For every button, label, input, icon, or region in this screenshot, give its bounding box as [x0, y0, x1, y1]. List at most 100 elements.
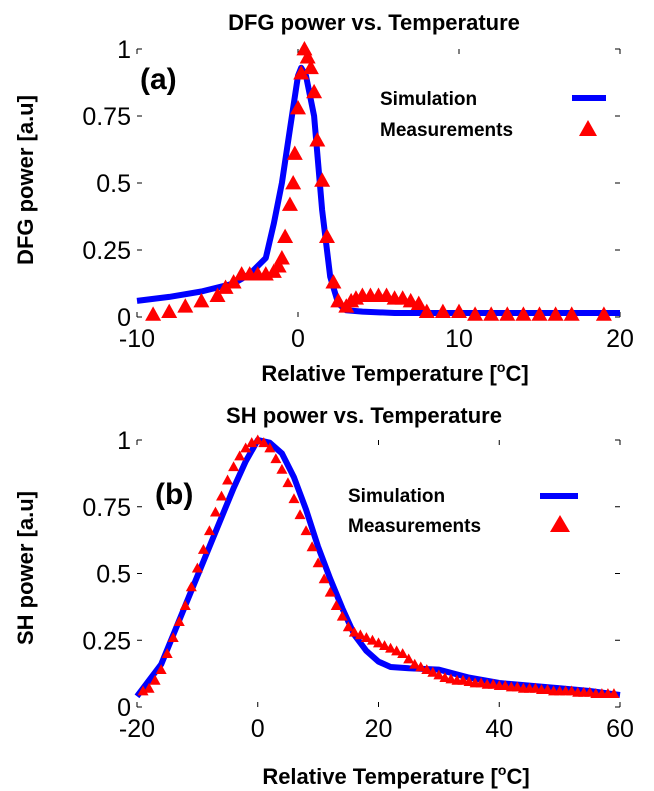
x-tick-label: -10 — [119, 325, 155, 353]
data-point-measurement — [179, 600, 191, 610]
data-point-measurement — [418, 303, 435, 319]
chart-title: DFG power vs. Temperature — [228, 10, 520, 35]
data-point-measurement — [385, 642, 397, 653]
y-tick-label: 1 — [117, 36, 131, 64]
x-tick-label: 0 — [291, 325, 305, 353]
x-axis-label: Relative Temperature [oC] — [262, 762, 529, 789]
data-point-measurement — [145, 306, 162, 321]
data-point-measurement — [246, 437, 258, 448]
data-point-measurement — [342, 621, 354, 632]
data-point-measurement — [531, 306, 548, 321]
data-point-measurement — [258, 437, 270, 448]
data-point-measurement — [137, 685, 149, 696]
y-axis-label: SH power [a.u] — [13, 491, 38, 645]
y-tick-label: 0.75 — [82, 494, 131, 522]
data-point-measurement — [155, 664, 167, 675]
data-point-measurement — [173, 616, 185, 626]
data-point-measurement — [217, 279, 234, 294]
data-point-measurement — [167, 632, 179, 642]
data-point-measurement — [403, 653, 415, 664]
chart-title: SH power vs. Temperature — [226, 403, 502, 428]
y-tick-label: 0 — [117, 694, 131, 722]
plot-marks — [134, 434, 621, 699]
data-point-measurement — [270, 258, 287, 273]
data-point-measurement — [325, 274, 342, 289]
data-point-measurement — [515, 306, 532, 321]
data-point-measurement — [483, 306, 500, 321]
data-point-measurement — [409, 658, 421, 669]
data-point-measurement — [302, 59, 319, 75]
data-point-measurement — [330, 600, 342, 610]
plot-marks — [136, 41, 620, 321]
data-point-measurement — [299, 49, 316, 64]
panel-a: DFG power vs. Temperature DFG power [a.u… — [13, 10, 634, 386]
y-tick-label: 1 — [117, 427, 131, 455]
y-tick-label: 0.25 — [82, 627, 131, 655]
data-point-measurement — [318, 573, 330, 584]
series-line-simulation — [134, 437, 621, 699]
x-tick-label: 20 — [365, 715, 393, 743]
data-point-measurement — [281, 196, 298, 211]
x-tick-label: 40 — [485, 715, 513, 743]
data-point-measurement — [499, 306, 516, 321]
data-point-measurement — [373, 637, 384, 648]
y-tick-label: 0.5 — [96, 561, 131, 589]
data-point-measurement — [379, 640, 391, 650]
data-point-measurement — [314, 172, 331, 187]
legend: Simulation Measurements — [348, 486, 578, 537]
data-point-measurement — [366, 634, 378, 645]
x-tick-label: 60 — [606, 715, 634, 743]
data-point-measurement — [193, 292, 210, 308]
data-point-measurement — [277, 228, 294, 243]
legend-label-measurements: Measurements — [348, 516, 481, 537]
data-point-measurement — [360, 632, 372, 642]
data-point-measurement — [161, 303, 178, 319]
x-axis-label-superscript: o — [498, 762, 507, 778]
legend-marker-measurements — [579, 120, 597, 136]
data-point-measurement — [216, 490, 228, 501]
data-point-measurement — [264, 442, 276, 453]
data-point-measurement — [273, 250, 290, 265]
x-tick-label: 10 — [445, 325, 473, 353]
data-point-measurement — [330, 292, 347, 308]
legend-label-measurements: Measurements — [380, 120, 513, 141]
y-axis-label: DFG power [a.u] — [13, 95, 38, 265]
data-point-measurement — [234, 450, 246, 461]
data-point-measurement — [203, 525, 215, 536]
data-point-measurement — [276, 463, 288, 474]
data-point-measurement — [467, 306, 484, 321]
data-point-measurement — [191, 562, 203, 573]
data-point-measurement — [410, 295, 427, 310]
y-tick-label: 0.75 — [82, 103, 131, 131]
data-point-measurement — [300, 525, 312, 536]
data-point-measurement — [161, 648, 173, 658]
data-point-measurement — [318, 228, 335, 243]
data-point-measurement — [285, 175, 302, 190]
data-point-measurement — [427, 666, 439, 677]
data-point-measurement — [563, 306, 580, 321]
data-point-measurement — [290, 99, 306, 115]
data-point-measurement — [225, 274, 242, 289]
legend-label-simulation: Simulation — [380, 89, 477, 110]
data-point-measurement — [240, 442, 252, 453]
x-axis-label-unit: C] — [505, 361, 528, 386]
x-axis-label: Relative Temperature [oC] — [261, 359, 528, 386]
data-point-measurement — [293, 65, 310, 80]
x-tick-label: 0 — [251, 715, 265, 743]
legend: Simulation Measurements — [380, 89, 606, 141]
data-point-measurement — [282, 477, 294, 488]
data-point-measurement — [309, 132, 326, 147]
panel-b: SH power vs. Temperature SH power [a.u] … — [13, 403, 634, 789]
data-point-measurement — [228, 461, 240, 472]
data-point-measurement — [306, 541, 318, 552]
data-point-measurement — [288, 493, 300, 504]
data-point-measurement — [209, 506, 221, 517]
panel-label: (a) — [140, 63, 177, 96]
data-point-measurement — [547, 306, 564, 321]
series-line-simulation — [136, 64, 620, 316]
data-point-measurement — [143, 682, 155, 693]
panel-label: (b) — [155, 478, 193, 511]
data-point-measurement — [421, 664, 433, 675]
data-point-measurement — [433, 669, 445, 680]
